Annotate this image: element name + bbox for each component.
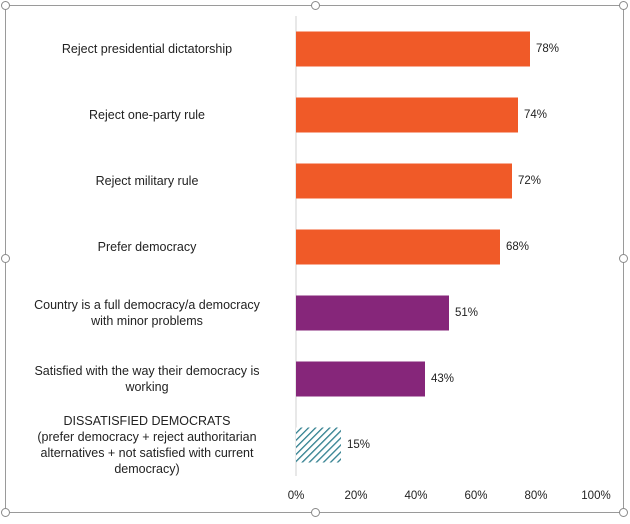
bar — [296, 31, 530, 67]
bar — [296, 295, 449, 331]
category-label-line: DISSATISFIED DEMOCRATS — [63, 414, 231, 428]
category-label: Country is a full democracy/a democracy w… — [4, 297, 290, 329]
resize-handle-middle-left[interactable] — [1, 254, 10, 263]
bar — [296, 97, 518, 133]
category-label-line: Country is a full democracy/a democracy — [34, 298, 260, 312]
resize-handle-top-right[interactable] — [619, 1, 628, 10]
resize-handle-top-center[interactable] — [311, 1, 320, 10]
category-label-line: Reject military rule — [95, 174, 199, 188]
x-tick-label: 100% — [581, 490, 611, 502]
category-label-line: Satisfied with the way their democracy i… — [34, 364, 260, 378]
data-label: 15% — [347, 439, 371, 451]
data-label: 74% — [524, 109, 548, 121]
category-label-line: Reject one-party rule — [88, 108, 206, 122]
category-label-line: (prefer democracy + reject authoritarian — [37, 430, 257, 444]
data-label: 78% — [536, 43, 560, 55]
x-tick-label: 0% — [287, 490, 305, 502]
bar — [296, 361, 425, 397]
category-label: Reject presidential dictatorship — [4, 41, 290, 57]
resize-handle-top-left[interactable] — [1, 1, 10, 10]
category-label: Reject military rule — [4, 173, 290, 189]
category-label-line: Prefer democracy — [97, 240, 197, 254]
category-label: Prefer democracy — [4, 239, 290, 255]
data-label: 43% — [431, 373, 455, 385]
category-label-line: democracy) — [114, 462, 180, 476]
x-tick-label: 20% — [344, 490, 368, 502]
bar — [296, 427, 341, 463]
resize-handle-bottom-center[interactable] — [311, 508, 320, 517]
category-label-line: Reject presidential dictatorship — [61, 42, 233, 56]
x-tick-label: 60% — [464, 490, 488, 502]
category-label-line: alternatives + not satisfied with curren… — [40, 446, 254, 460]
category-label: DISSATISFIED DEMOCRATS (prefer democracy … — [4, 413, 290, 477]
resize-handle-middle-right[interactable] — [619, 254, 628, 263]
category-label-line: working — [125, 380, 169, 394]
bar — [296, 163, 512, 199]
x-tick-label: 80% — [524, 490, 548, 502]
category-label: Reject one-party rule — [4, 107, 290, 123]
resize-handle-bottom-left[interactable] — [1, 508, 10, 517]
data-label: 68% — [506, 241, 530, 253]
data-label: 51% — [455, 307, 479, 319]
resize-handle-bottom-right[interactable] — [619, 508, 628, 517]
data-label: 72% — [518, 175, 542, 187]
category-label-line: with minor problems — [91, 314, 203, 328]
category-label: Satisfied with the way their democracy i… — [4, 363, 290, 395]
x-tick-label: 40% — [404, 490, 428, 502]
bar — [296, 229, 500, 265]
